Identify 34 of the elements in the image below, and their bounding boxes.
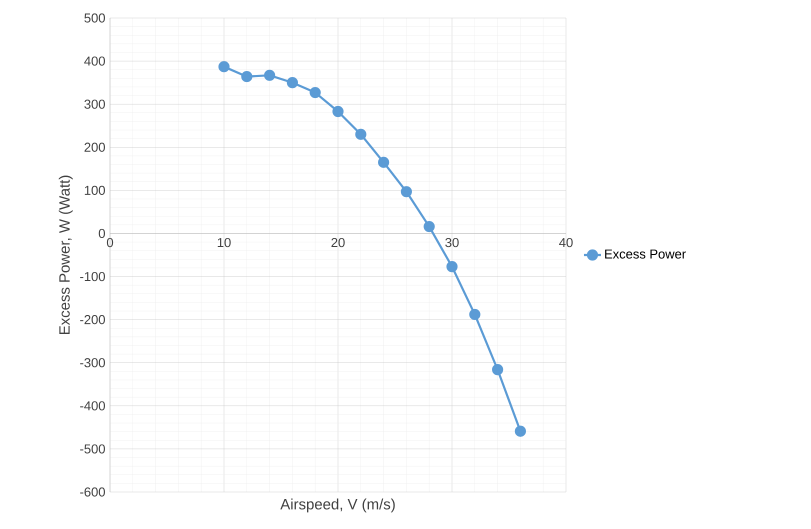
point [264,70,276,81]
y-tick-label: 500 [84,13,105,23]
y-tick-label: -300 [80,358,105,368]
y-tick-label: 300 [84,100,105,109]
y-axis-title: Excess Power, W (Watt) [58,176,73,334]
y-tick-label: 0 [98,228,105,238]
point [241,71,252,82]
x-tick-label: 20 [331,238,345,248]
point [286,77,298,88]
y-tick-label: -400 [80,401,105,410]
x-tick-label: 10 [218,238,231,248]
point [492,364,504,376]
x-tick-label: 0 [106,238,114,248]
point [424,220,435,232]
point [218,61,230,72]
x-axis-title: Airspeed, V (m/s) [280,498,395,512]
point [332,106,344,118]
y-tick-label: -200 [80,315,105,324]
y-tick-label: 100 [84,186,105,195]
x-tick-label: 40 [559,238,573,248]
point [355,128,366,140]
y-tick-label: -500 [80,444,105,454]
point [469,308,480,320]
point [378,156,390,168]
point [310,86,321,98]
y-tick-label: 200 [84,142,105,152]
point [446,261,458,272]
legend-label: Excess Power [605,250,686,259]
y-tick-label: -100 [80,272,105,282]
point [400,186,412,198]
point [514,426,526,437]
y-tick-label: -600 [80,487,105,497]
y-tick-label: 400 [84,56,105,66]
x-tick-label: 30 [445,238,459,248]
